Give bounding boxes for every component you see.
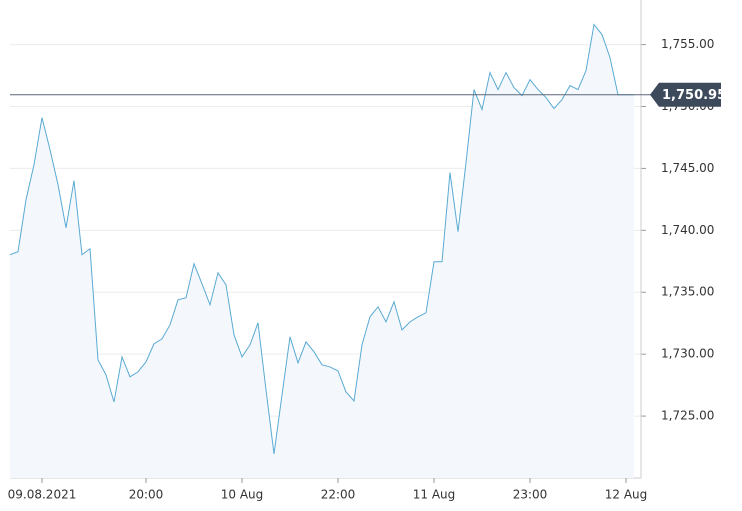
y-tick-label: 1,730.00: [661, 347, 714, 361]
line: [9, 23, 634, 455]
x-tick-label: 20:00: [129, 488, 164, 502]
price-badge: [650, 82, 721, 107]
x-tick-label: 22:00: [321, 488, 356, 502]
y-tick-label: 1,735.00: [661, 285, 714, 299]
y-tick-label: 1,755.00: [661, 37, 714, 51]
y-tick-label: 1,725.00: [661, 409, 714, 423]
x-tick-label: 10 Aug: [221, 488, 264, 502]
x-tick-label: 12 Aug: [605, 488, 648, 502]
area: [10, 24, 634, 479]
x-tick-label: 09.08.2021: [8, 488, 77, 502]
x-tick-label: 11 Aug: [413, 488, 456, 502]
x-tick-label: 23:00: [513, 488, 548, 502]
price-label: 1,750.95: [662, 88, 726, 103]
y-tick-label: 1,740.00: [661, 223, 714, 237]
y-tick-label: 1,745.00: [661, 161, 714, 175]
